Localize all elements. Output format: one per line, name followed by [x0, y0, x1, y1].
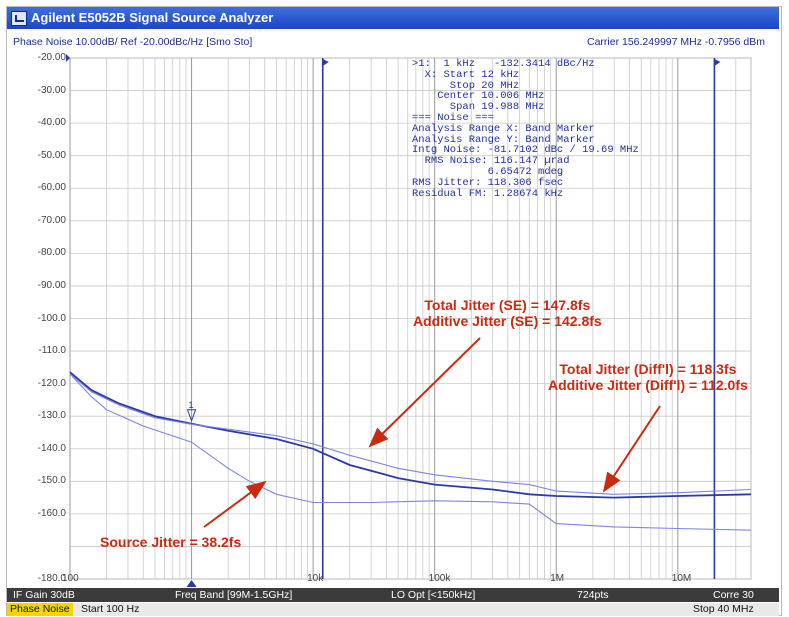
phase-noise-trace [69, 373, 752, 531]
app-icon [11, 11, 27, 26]
marker-line: Span 19.988 MHz [412, 101, 545, 114]
se-total-label: Total Jitter (SE) = 147.8fs [424, 297, 591, 313]
marker-line: Residual FM: 1.28674 kHz [412, 187, 564, 200]
y-tick-label: -140.0 [37, 442, 66, 454]
y-tick-label: -90.00 [37, 279, 66, 291]
y-tick-label: -30.00 [37, 84, 66, 96]
marker-1-number: 1 [189, 400, 194, 410]
diff-jitter-note: Total Jitter (Diff'l) = 118.3fs Additive… [548, 361, 748, 393]
start-frequency[interactable]: Start 100 Hz [81, 603, 140, 615]
source-jitter-label: Source Jitter = 38.2fs [100, 534, 242, 550]
sweep-bar: Phase Noise Start 100 Hz Stop 40 MHz [7, 603, 779, 616]
trace-settings: Phase Noise 10.00dB/ Ref -20.00dBc/Hz [S… [13, 36, 253, 48]
y-tick-label: -110.0 [38, 345, 66, 357]
y-tick-label: -160.0 [37, 507, 66, 519]
measurement-mode[interactable]: Phase Noise [7, 603, 73, 616]
carrier-readout: Carrier 156.249997 MHz -0.7956 dBm [586, 36, 765, 48]
marker-line: === Noise === [412, 111, 494, 124]
corr-status: Corre 30 [713, 589, 754, 601]
diff-additive-label: Additive Jitter (Diff'l) = 112.0fs [548, 377, 748, 393]
ref-level-indicator [66, 54, 70, 62]
band-marker-flag [714, 59, 721, 66]
y-tick-label: -50.00 [37, 149, 66, 161]
phase-noise-trace [69, 371, 752, 499]
annotation-arrow [602, 405, 661, 493]
x-tick-label: 100k [428, 573, 451, 584]
x-tick-label: 100 [62, 573, 79, 584]
marker-readout: >1: 1 kHz -132.3414 dBc/Hz X: Start 12 k… [412, 59, 639, 199]
y-tick-label: -70.00 [37, 214, 66, 226]
source-jitter-note: Source Jitter = 38.2fs [100, 534, 241, 550]
marker-line: >1: 1 kHz -132.3414 dBc/Hz [412, 58, 595, 70]
lo-opt-status: LO Opt [<150kHz] [391, 589, 476, 601]
marker-line: 6.65472 mdeg [412, 165, 564, 178]
annotation-arrow [368, 337, 481, 448]
marker-line: Center 10.006 MHz [412, 90, 545, 103]
x-tick-label: 10M [671, 573, 692, 584]
x-tick-label: 1M [550, 573, 565, 584]
y-tick-label: -60.00 [37, 182, 66, 194]
points-status: 724pts [577, 589, 609, 601]
marker-line: X: Start 12 kHz [412, 68, 520, 81]
marker-line: Analysis Range Y: Band Marker [412, 133, 595, 146]
phase-noise-trace [69, 373, 752, 495]
title-bar[interactable]: Agilent E5052B Signal Source Analyzer [7, 7, 779, 29]
freq-band-status: Freq Band [99M-1.5GHz] [175, 589, 293, 601]
se-jitter-note: Total Jitter (SE) = 147.8fs Additive Jit… [413, 297, 602, 329]
marker-line: Stop 20 MHz [412, 79, 520, 92]
se-additive-label: Additive Jitter (SE) = 142.8fs [413, 313, 602, 329]
marker-line: Intg Noise: -81.7102 dBc / 19.69 MHz [412, 144, 639, 157]
stop-frequency[interactable]: Stop 40 MHz [693, 603, 754, 615]
marker-line: RMS Jitter: 118.306 fsec [412, 176, 564, 189]
diff-total-label: Total Jitter (Diff'l) = 118.3fs [559, 361, 737, 377]
x-tick-label: 10k [307, 573, 324, 584]
annotation-arrow [203, 480, 267, 528]
marker-1-symbol [186, 409, 197, 423]
y-tick-label: -80.00 [37, 247, 66, 259]
marker-line: Analysis Range X: Band Marker [412, 122, 595, 135]
trace-header: Phase Noise 10.00dB/ Ref -20.00dBc/Hz [S… [7, 36, 779, 50]
y-tick-label: -180.0 [37, 573, 66, 584]
x-marker-indicator [186, 580, 197, 587]
band-marker-flag [322, 59, 329, 66]
if-gain-status: IF Gain 30dB [13, 589, 75, 601]
marker-line: RMS Noise: 116.147 µrad [412, 155, 570, 168]
status-bar: IF Gain 30dB Freq Band [99M-1.5GHz] LO O… [7, 588, 779, 602]
y-tick-label: -130.0 [37, 410, 66, 422]
y-tick-label: -20.00 [37, 52, 66, 63]
y-tick-label: -40.00 [37, 117, 66, 129]
window-title: Agilent E5052B Signal Source Analyzer [31, 10, 274, 25]
y-tick-label: -100.0 [37, 312, 66, 324]
y-tick-label: -150.0 [37, 475, 66, 487]
y-tick-label: -120.0 [37, 377, 66, 389]
